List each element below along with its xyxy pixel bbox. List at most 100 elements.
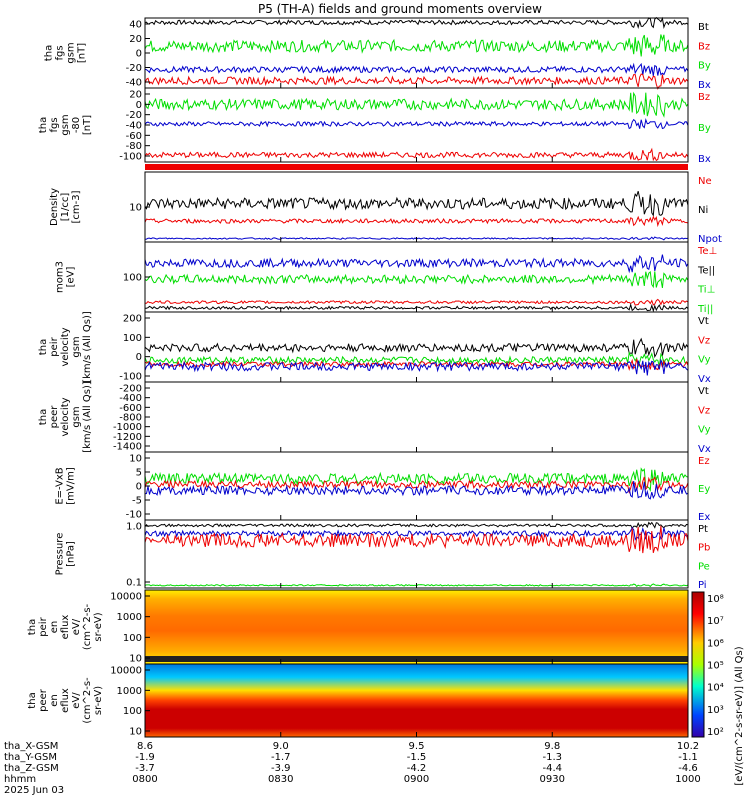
legend-Vz: Vz [698, 335, 710, 346]
ytick-label: 100 [123, 273, 142, 284]
ytick-label: -80 [126, 141, 142, 152]
panel-frame [144, 17, 689, 89]
orbit-value: -1.9 [135, 752, 155, 763]
quality-flag-bar [145, 164, 688, 170]
legend-Vy: Vy [698, 425, 711, 436]
orbit-axis: 8.6 9.0 9.5 9.8 10.2 tha_X-GSMtha_Y-GSMtha_Z-… [4, 741, 701, 796]
colorbar-tick: 10⁶ [707, 638, 724, 649]
ytick-label: 10000 [110, 592, 142, 603]
legend-Ni: Ni [698, 205, 708, 216]
orbit-value: -1.1 [678, 752, 698, 763]
series-By [144, 91, 689, 118]
series-Ex [144, 481, 689, 500]
series-Te⊥ [144, 254, 689, 274]
ylabel-line: tha [44, 45, 55, 61]
legend-Ne: Ne [698, 176, 712, 187]
ylabel-line: (cm^2-s- [82, 677, 93, 724]
spectrogram-ion [145, 590, 688, 664]
ylabel-line: Pressure [55, 533, 66, 576]
colorbar-tick: 10⁷ [707, 616, 724, 627]
orbit-row-label: tha_Z-GSM [4, 763, 59, 774]
panel-peer-velocity: -200-400-600-800-1000-1200-1400 thapeerve… [38, 381, 711, 455]
ytick-label: 20 [129, 90, 142, 101]
orbit-value: 1000 [675, 774, 700, 785]
legend-Ti||: Ti|| [697, 304, 713, 315]
ylabel-line: peir [49, 336, 60, 356]
orbit-value: -4.6 [678, 763, 698, 774]
ytick-label: 10 [129, 203, 142, 214]
series-Ti|| [145, 302, 689, 313]
series-Ey [144, 467, 689, 492]
series-Pt [144, 521, 689, 530]
xtick-label: 9.5 [409, 741, 425, 752]
colorbar-tick: 10² [707, 727, 724, 738]
ylabel-line: tha [27, 619, 38, 635]
ylabel-line: [mV/m] [66, 467, 77, 505]
ytick-label: -20 [126, 110, 142, 121]
ytick-label: 0 [136, 49, 142, 60]
ylabel: thapeerenefluxeV/(cm^2-s-sr-eV) [27, 677, 104, 724]
legend-Bx: Bx [698, 80, 711, 91]
ylabel-line: eV/ [71, 692, 82, 709]
ylabel-line: gsm [71, 406, 82, 427]
panel-fgs: 40 20 0 -20 -40 thafgsgsm[nT] Bt Bz By Bx [44, 16, 711, 91]
legend-Bz: Bz [698, 92, 710, 103]
ytick-label: 0 [136, 352, 142, 363]
panel-pressure: 1.0 0.1 Pressure[nPa] Pt Pb Pe Pi [55, 519, 710, 591]
ylabel-line: E=-VxB [55, 467, 66, 504]
xtick-label: 10.2 [677, 741, 699, 752]
ytick-label: -1200 [113, 432, 142, 443]
orbit-value: 0800 [132, 774, 157, 785]
series-Bx [144, 62, 689, 76]
legend-Vy: Vy [698, 355, 711, 366]
series-Bz [144, 147, 689, 162]
ylabel: thapeirenefluxeV/(cm^2-s-sr-eV) [27, 603, 104, 650]
series-Bx [144, 117, 689, 130]
legend-Te⊥: Te⊥ [697, 246, 717, 257]
ylabel: thafgsgsm[nT] [44, 42, 88, 63]
ytick-label: 10 [129, 454, 142, 465]
colorbar-tick: 10³ [707, 705, 724, 716]
ylabel: Density[1/cc][cm-3] [49, 188, 82, 226]
ylabel-line: eflux [60, 615, 71, 640]
series-Ni [144, 191, 689, 217]
legend-By: By [698, 123, 711, 134]
series-By [144, 34, 689, 57]
ytick-label: -40 [126, 78, 142, 89]
ytick-label: -60 [126, 131, 142, 142]
orbit-row-label: hhmm [4, 774, 36, 785]
series-Ne [144, 215, 689, 228]
legend-Vx: Vx [698, 444, 711, 455]
ylabel-line: peer [38, 688, 49, 712]
ylabel-line: [eV] [66, 267, 77, 288]
ytick-label: 10 [129, 727, 142, 738]
ylabel-line: [nPa] [66, 541, 77, 567]
series-Bt [144, 16, 689, 29]
ylabel-line: [nT] [82, 115, 93, 135]
ytick-label: -20 [126, 63, 142, 74]
series-Pi [144, 526, 689, 541]
colorbar-tick: 10⁴ [707, 683, 724, 694]
colorbar-frame [691, 591, 705, 738]
panel-temperature: 100 mom3[eV] Te⊥ Te|| Ti⊥ Ti|| [55, 241, 717, 315]
orbit-value: -3.9 [271, 763, 291, 774]
ylabel-line: tha [38, 117, 49, 133]
colorbar-gradient [692, 592, 704, 737]
ylabel-line: gsm [71, 336, 82, 357]
legend-Pe: Pe [698, 561, 710, 572]
series-Te|| [145, 298, 689, 306]
ylabel-line: tha [38, 409, 49, 425]
spectrogram-electron [145, 664, 688, 737]
ytick-label: 10000 [110, 666, 142, 677]
ylabel-line: sr-eV) [93, 686, 104, 715]
panel-frame [144, 519, 689, 589]
ytick-label: -5 [132, 496, 142, 507]
ytick-label: 1000 [117, 686, 142, 697]
series-Vx [144, 358, 689, 376]
legend-Ey: Ey [698, 484, 710, 495]
ylabel: Pressure[nPa] [55, 533, 77, 576]
ytick-label: 1.0 [126, 522, 142, 533]
legend-Npot: Npot [698, 234, 722, 245]
ylabel-line: [1/cc] [60, 193, 71, 222]
